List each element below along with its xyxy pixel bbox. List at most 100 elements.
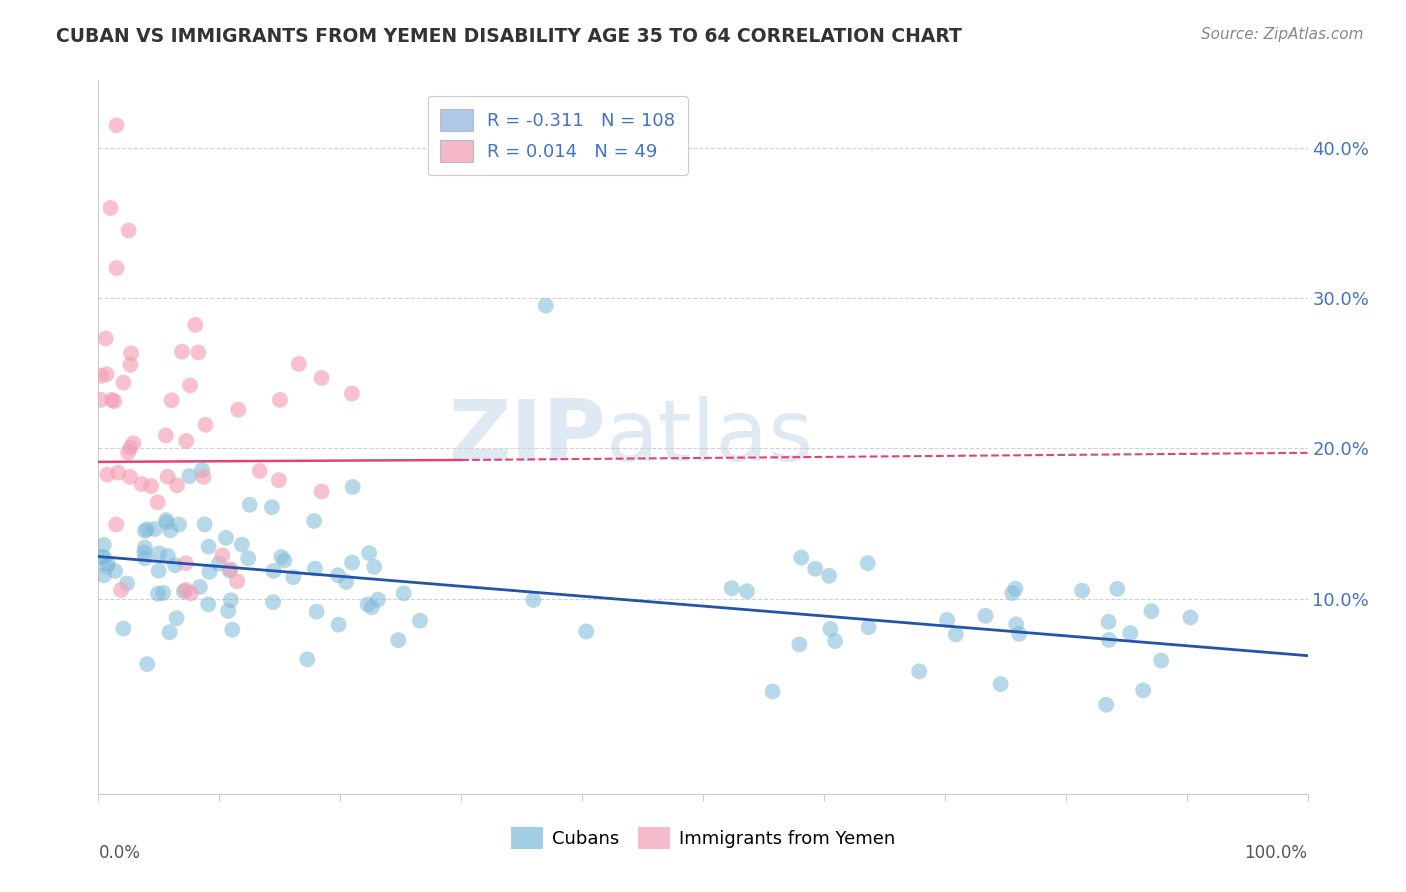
Point <box>356 598 378 612</box>
Point <box>191 463 214 477</box>
Point <box>249 464 271 478</box>
Text: CUBAN VS IMMIGRANTS FROM YEMEN DISABILITY AGE 35 TO 64 CORRELATION CHART: CUBAN VS IMMIGRANTS FROM YEMEN DISABILIT… <box>56 27 962 45</box>
Point <box>105 261 128 276</box>
Point <box>136 657 159 672</box>
Point <box>120 358 142 372</box>
Point <box>936 613 959 627</box>
Point <box>96 559 118 574</box>
Point <box>357 546 380 560</box>
Point <box>1150 653 1173 667</box>
Point <box>159 625 181 640</box>
Point <box>134 545 156 559</box>
Point <box>112 376 135 390</box>
Point <box>818 569 841 583</box>
Point <box>90 368 112 383</box>
Point <box>311 371 333 385</box>
Point <box>217 604 239 618</box>
Point <box>908 665 931 679</box>
Point <box>155 516 177 530</box>
Point <box>238 551 260 566</box>
Point <box>94 331 117 345</box>
Point <box>115 576 138 591</box>
Point <box>97 557 120 571</box>
Text: ZIP: ZIP <box>449 395 606 479</box>
Point <box>215 531 238 545</box>
Point <box>1132 683 1154 698</box>
Point <box>131 477 153 491</box>
Point <box>134 524 156 538</box>
Point <box>218 564 240 578</box>
Text: 0.0%: 0.0% <box>98 844 141 862</box>
Point <box>105 517 128 532</box>
Point <box>156 469 179 483</box>
Point <box>283 570 305 584</box>
Point <box>409 614 432 628</box>
Point <box>311 484 333 499</box>
Point <box>146 495 169 509</box>
Point <box>387 633 409 648</box>
Text: atlas: atlas <box>606 395 814 479</box>
Point <box>231 538 253 552</box>
Point <box>1005 617 1028 632</box>
Point <box>1180 610 1202 624</box>
Point <box>155 513 177 527</box>
Point <box>239 498 262 512</box>
Point <box>1095 698 1118 712</box>
Point <box>166 478 188 492</box>
Point <box>363 560 385 574</box>
Point <box>335 574 357 589</box>
Point <box>269 392 291 407</box>
Point <box>173 584 195 599</box>
Point <box>193 470 215 484</box>
Point <box>211 549 233 563</box>
Point <box>156 549 179 563</box>
Point <box>297 652 319 666</box>
Point <box>194 417 217 432</box>
Text: Source: ZipAtlas.com: Source: ZipAtlas.com <box>1201 27 1364 42</box>
Point <box>273 553 295 567</box>
Point <box>184 318 207 332</box>
Point <box>267 473 290 487</box>
Point <box>945 627 967 641</box>
Point <box>858 620 880 634</box>
Legend: Cubans, Immigrants from Yemen: Cubans, Immigrants from Yemen <box>503 820 903 856</box>
Point <box>226 574 249 589</box>
Text: 100.0%: 100.0% <box>1244 844 1308 862</box>
Point <box>1140 604 1163 618</box>
Point <box>93 538 115 552</box>
Point <box>392 586 415 600</box>
Point <box>219 562 242 576</box>
Point <box>305 605 328 619</box>
Point <box>990 677 1012 691</box>
Point <box>262 595 284 609</box>
Point <box>139 479 162 493</box>
Point <box>103 394 125 409</box>
Point <box>165 558 187 573</box>
Point <box>198 565 221 579</box>
Point <box>107 466 129 480</box>
Point <box>179 378 201 392</box>
Point <box>105 119 128 133</box>
Point <box>522 593 544 607</box>
Point <box>170 344 193 359</box>
Point <box>122 436 145 450</box>
Point <box>187 345 209 359</box>
Point <box>134 541 156 555</box>
Point <box>534 299 557 313</box>
Point <box>260 500 283 515</box>
Point <box>1008 627 1031 641</box>
Point <box>112 622 135 636</box>
Point <box>146 587 169 601</box>
Point <box>790 550 813 565</box>
Point <box>93 568 115 582</box>
Point <box>575 624 598 639</box>
Point <box>155 428 177 442</box>
Point <box>100 201 122 215</box>
Point <box>96 367 118 381</box>
Point <box>117 445 139 459</box>
Point <box>974 608 997 623</box>
Point <box>136 522 159 536</box>
Point <box>134 551 156 566</box>
Point <box>197 540 219 554</box>
Point <box>160 393 183 408</box>
